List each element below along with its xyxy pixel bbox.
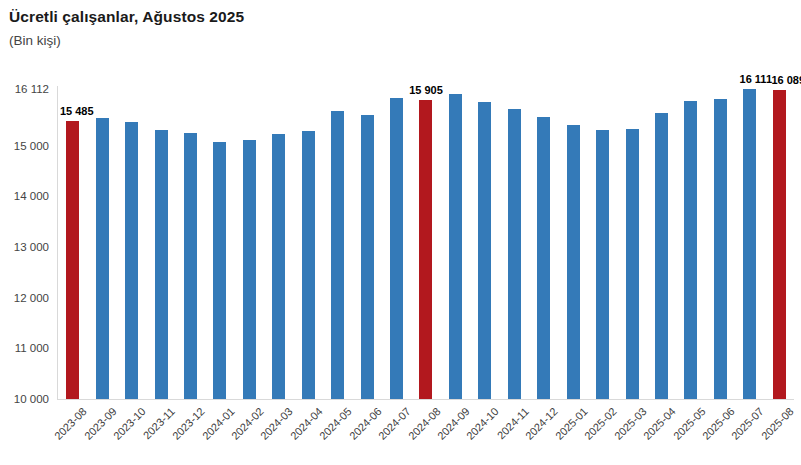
bar xyxy=(478,102,491,400)
bar-group: 2025-03 xyxy=(617,86,646,399)
bar-group: 2024-10 xyxy=(470,86,499,399)
bar xyxy=(626,129,639,399)
bar-group: 2025-05 xyxy=(676,86,705,399)
bar-value-label: 15 905 xyxy=(409,84,443,96)
y-tick-label: 14 000 xyxy=(0,190,49,202)
bar-group: 2023-12 xyxy=(176,86,205,399)
bar xyxy=(508,109,521,399)
bar-group: 2024-05 xyxy=(323,86,352,399)
bar xyxy=(419,100,432,399)
bar xyxy=(66,121,79,399)
x-axis-line xyxy=(57,399,794,400)
chart-title: Ücretli çalışanlar, Ağustos 2025 xyxy=(9,8,244,26)
bar xyxy=(361,115,374,399)
bar xyxy=(567,125,580,399)
bar xyxy=(449,94,462,399)
bar xyxy=(213,142,226,400)
bar-group: 2025-04 xyxy=(647,86,676,399)
bar-group: 2024-04 xyxy=(294,86,323,399)
bar-group: 2023-10 xyxy=(117,86,146,399)
bar xyxy=(390,98,403,399)
y-tick-label: 10 000 xyxy=(0,393,49,405)
bar xyxy=(684,101,697,399)
bar-value-label: 16 089 xyxy=(771,74,801,86)
bar-group: 2024-06 xyxy=(352,86,381,399)
bar-group: 2024-09 xyxy=(441,86,470,399)
bar xyxy=(773,90,786,399)
bar-group: 2024-12 xyxy=(529,86,558,399)
x-tick-label: 2025-08 xyxy=(759,405,796,442)
bar-group: 2023-09 xyxy=(87,86,116,399)
bar xyxy=(537,117,550,399)
bar-group: 2024-11 xyxy=(500,86,529,399)
y-tick-label: 11 000 xyxy=(0,342,49,354)
bar xyxy=(155,130,168,399)
bar xyxy=(743,89,756,399)
bar-group: 2024-01 xyxy=(205,86,234,399)
bar-group: 2025-06 xyxy=(706,86,735,399)
bar xyxy=(272,134,285,399)
bar-group: 2025-02 xyxy=(588,86,617,399)
bar xyxy=(331,111,344,399)
x-tick-label: 2023-12 xyxy=(170,405,207,442)
bar-group: 15 9052024-08 xyxy=(411,86,440,399)
bar-group: 16 1112025-07 xyxy=(735,86,764,399)
bar xyxy=(243,140,256,400)
chart-subtitle: (Bin kişi) xyxy=(9,33,61,48)
bar xyxy=(655,113,668,399)
bar-group: 15 4852023-08 xyxy=(58,86,87,399)
y-tick-label: 15 000 xyxy=(0,140,49,152)
chart-container: Ücretli çalışanlar, Ağustos 2025 (Bin ki… xyxy=(0,0,801,465)
bar xyxy=(302,131,315,399)
bar xyxy=(125,122,138,399)
bar xyxy=(184,133,197,399)
y-tick-label: 12 000 xyxy=(0,292,49,304)
bar-plot-area: 15 4852023-082023-092023-102023-112023-1… xyxy=(58,86,794,399)
bar-group: 2024-03 xyxy=(264,86,293,399)
bar-group: 2023-11 xyxy=(146,86,175,399)
bar-group: 2024-02 xyxy=(235,86,264,399)
bar xyxy=(96,118,109,399)
bar-group: 2025-01 xyxy=(558,86,587,399)
x-tick-label: 2023-08 xyxy=(52,405,89,442)
y-tick-label: 13 000 xyxy=(0,241,49,253)
bar xyxy=(596,130,609,399)
bar-group: 2024-07 xyxy=(382,86,411,399)
bar xyxy=(714,99,727,399)
bar-group: 16 0892025-08 xyxy=(765,86,794,399)
bar-value-label: 16 111 xyxy=(740,73,772,85)
y-tick-label: 16 112 xyxy=(0,83,49,95)
